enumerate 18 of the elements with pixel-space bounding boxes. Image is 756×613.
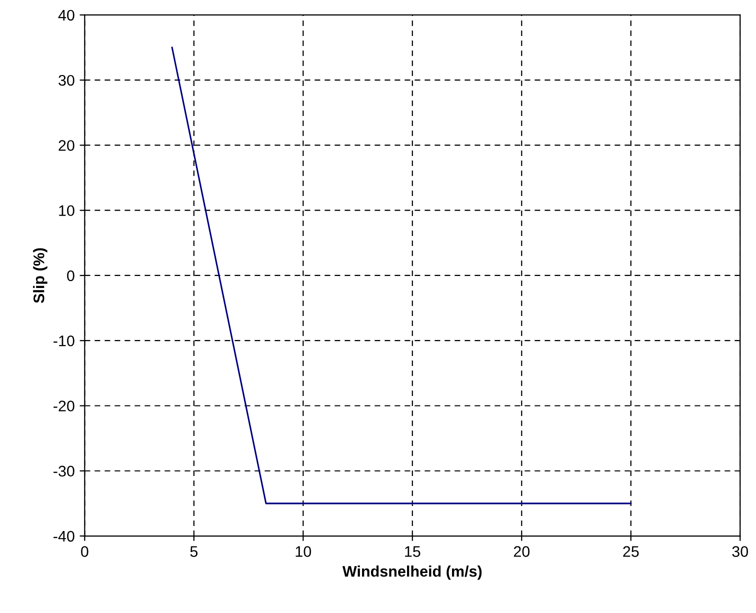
x-tick-label: 25 [623,546,639,557]
x-tick-label: 0 [81,546,88,557]
y-tick-label: 40 [58,10,74,21]
y-tick-label: -30 [54,466,74,477]
y-tick-label: 30 [58,74,74,86]
x-tick-label: 5 [190,546,198,557]
y-tick-label: 0 [67,270,74,282]
x-axis-title: Windsnelheid (m/s) [342,566,482,580]
y-tick-label: -40 [54,530,74,542]
y-tick-label: -20 [54,400,74,412]
y-tick-label: -10 [54,335,74,346]
y-axis-title: Slip (%) [33,248,48,304]
x-tick-label: 20 [514,546,530,557]
y-tick-label: 20 [58,140,74,151]
x-tick-label: 30 [732,546,748,557]
x-tick-label: 15 [405,546,420,557]
x-tick-label: 10 [296,546,312,557]
y-tick-label: 10 [59,205,74,216]
